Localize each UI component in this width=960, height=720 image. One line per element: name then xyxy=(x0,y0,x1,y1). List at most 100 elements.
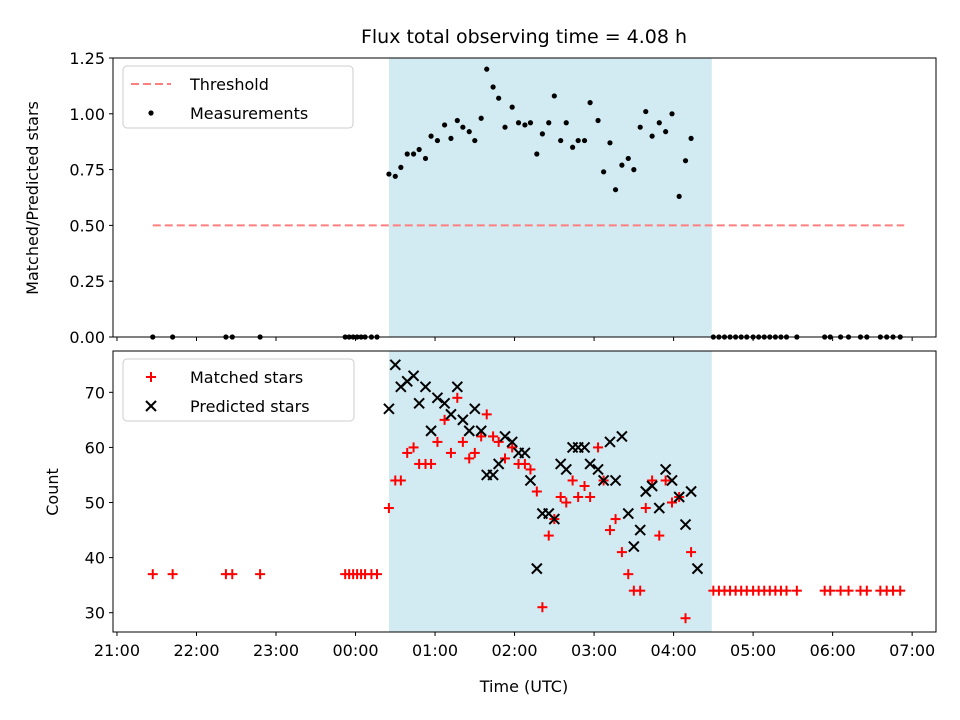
bottom-point-0-15 xyxy=(395,475,406,486)
bottom-legend: Matched stars Predicted stars xyxy=(122,358,355,422)
bottom-point-0-43 xyxy=(567,475,578,486)
top-point-0-24 xyxy=(454,117,460,124)
bottom-point-1-7-b xyxy=(425,425,437,437)
bottom-point-0-77 xyxy=(791,585,802,596)
bottom-x-tick-label-6: 03:00 xyxy=(571,641,617,660)
bottom-point-1-34-b xyxy=(592,463,604,476)
bottom-x-tick-label-0: 21:00 xyxy=(94,641,140,660)
bottom-panel: 30 40 50 60 70 21:00 22:00 23:00 00:00 01:00 02:00… xyxy=(85,350,937,660)
top-point-0-40 xyxy=(551,93,557,99)
top-shaded-interval xyxy=(388,58,712,337)
top-point-0-51 xyxy=(619,162,625,168)
top-point-0-31 xyxy=(496,95,502,101)
bottom-point-0-33 xyxy=(507,442,518,453)
bottom-point-1-47 xyxy=(673,491,685,503)
bottom-point-1-22 xyxy=(519,447,531,459)
bottom-point-1-32 xyxy=(578,441,591,454)
bottom-point-1-35-b xyxy=(597,474,610,487)
bottom-point-0-57 xyxy=(654,530,665,541)
bottom-point-0-59 xyxy=(667,497,678,508)
bottom-x-tick-label-4: 01:00 xyxy=(412,641,458,660)
bottom-point-1-50-b xyxy=(691,562,704,575)
bottom-point-1-13-b xyxy=(463,425,475,437)
bottom-point-1-20-b xyxy=(506,436,518,448)
bottom-point-0-25 xyxy=(457,436,468,447)
bottom-point-0-56 xyxy=(647,475,658,486)
bottom-point-0-47 xyxy=(593,442,604,453)
top-point-0-62 xyxy=(688,135,694,141)
bottom-point-1-44 xyxy=(653,502,665,514)
bottom-y-tick-label-2: 50 xyxy=(85,494,105,513)
bottom-point-1-15-b xyxy=(475,425,487,437)
bottom-point-1-8-b xyxy=(431,392,444,404)
bottom-point-1-10-b xyxy=(445,408,457,421)
bottom-point-0-28 xyxy=(476,431,487,442)
bottom-point-1-4 xyxy=(407,370,420,382)
bottom-point-1-34 xyxy=(592,463,604,476)
bottom-point-0-21 xyxy=(432,436,443,447)
top-point-0-52 xyxy=(625,155,631,162)
bottom-shaded-interval xyxy=(388,351,712,632)
bottom-point-0-26 xyxy=(464,453,475,464)
bottom-point-1-28-b xyxy=(554,458,567,470)
top-y-tick-label-1: 0.25 xyxy=(69,272,105,291)
bottom-point-0-46 xyxy=(585,492,596,503)
bottom-series-0 xyxy=(147,392,906,624)
top-point-0-17 xyxy=(410,151,417,157)
top-point-0-42 xyxy=(563,120,569,126)
bottom-point-1-27 xyxy=(548,513,561,525)
bottom-point-1-32-b xyxy=(578,441,591,454)
top-point-0-34 xyxy=(515,120,522,126)
bottom-point-1-40 xyxy=(628,540,640,553)
bottom-point-1-11-b xyxy=(451,381,464,393)
top-point-0-16 xyxy=(404,151,410,157)
top-point-0-27 xyxy=(472,137,478,144)
bottom-point-0-3 xyxy=(227,569,238,580)
bottom-point-1-50 xyxy=(691,562,704,575)
bottom-point-1-27-b xyxy=(548,513,561,525)
bottom-point-0-44 xyxy=(573,492,584,503)
bottom-point-0-12 xyxy=(371,569,382,580)
bottom-x-tick-label-2: 23:00 xyxy=(253,641,299,660)
top-point-0-37 xyxy=(534,151,540,157)
bottom-point-1-15 xyxy=(475,425,487,437)
top-legend-box xyxy=(122,65,354,129)
bottom-point-0-20 xyxy=(426,458,437,469)
bottom-point-0-49 xyxy=(604,525,615,536)
bottom-point-1-24-b xyxy=(531,562,543,575)
bottom-point-1-0-b xyxy=(383,403,395,415)
bottom-point-0-62 xyxy=(686,547,697,558)
top-point-0-13 xyxy=(386,171,392,177)
top-legend-label-0: Threshold xyxy=(189,75,269,94)
bottom-point-1-7 xyxy=(425,425,437,437)
bottom-point-1-39-b xyxy=(622,507,634,520)
top-point-0-22 xyxy=(441,122,448,128)
bottom-y-axis-label: Count xyxy=(43,468,62,516)
bottom-point-1-46 xyxy=(666,474,678,487)
bottom-point-0-31 xyxy=(493,436,504,447)
bottom-point-0-4 xyxy=(255,569,266,580)
bottom-point-1-23-b xyxy=(524,474,537,487)
top-legend: Threshold Measurements xyxy=(122,65,354,129)
bottom-point-0-87 xyxy=(895,585,906,596)
bottom-point-1-43-b xyxy=(646,480,658,492)
top-point-0-53 xyxy=(631,167,637,173)
top-point-0-49 xyxy=(607,140,613,146)
bottom-x-tick-label-3: 00:00 xyxy=(332,641,378,660)
bottom-point-1-41-b xyxy=(634,524,646,536)
bottom-point-0-17 xyxy=(408,442,419,453)
bottom-point-1-4-b xyxy=(407,370,420,382)
top-point-0-47 xyxy=(595,117,601,124)
bottom-point-1-43 xyxy=(646,480,658,492)
bottom-legend-swatch-0 xyxy=(146,372,156,382)
bottom-point-0-24 xyxy=(452,392,463,403)
bottom-point-1-23 xyxy=(524,474,537,487)
top-point-0-55 xyxy=(643,108,649,115)
bottom-point-1-14-b xyxy=(469,403,481,415)
bottom-point-0-16 xyxy=(402,447,413,458)
bottom-point-1-49-b xyxy=(685,485,697,498)
bottom-point-1-12 xyxy=(457,414,469,426)
top-point-0-39 xyxy=(546,120,552,126)
top-y-tick-label-3: 0.75 xyxy=(69,161,105,180)
